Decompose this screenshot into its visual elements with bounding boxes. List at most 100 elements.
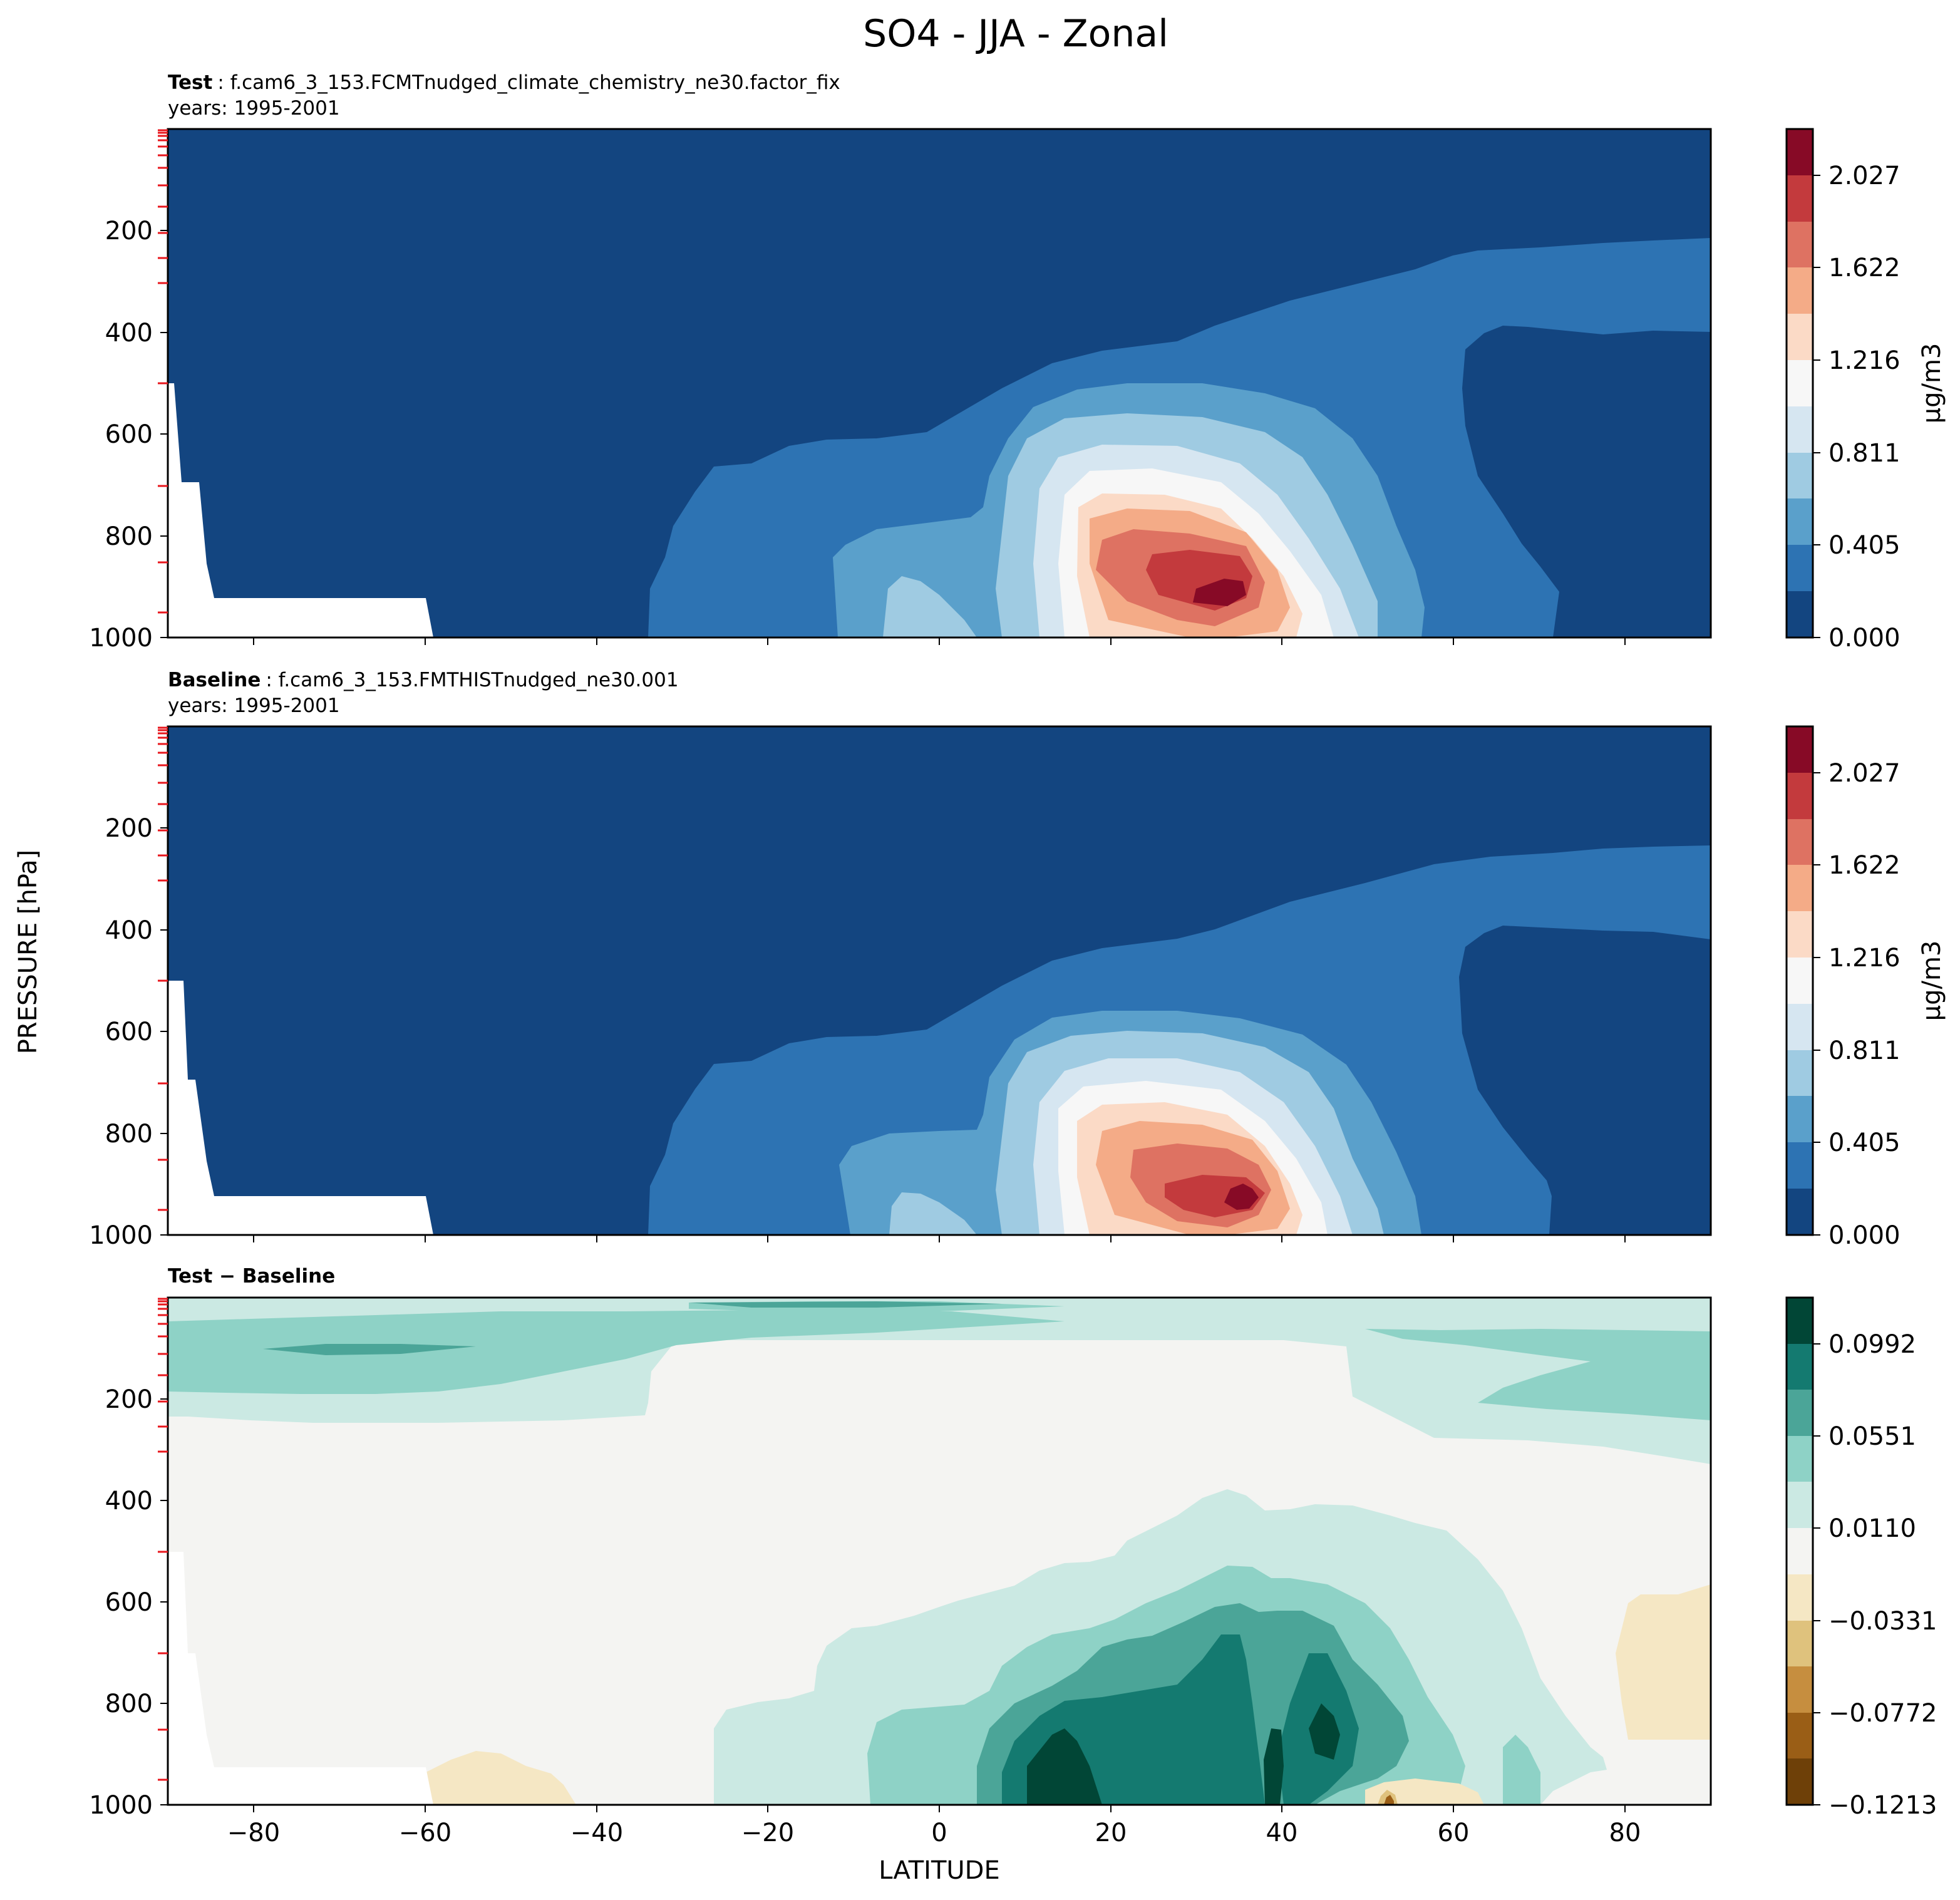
svg-text:0: 0 (931, 1819, 947, 1847)
svg-text:0.811: 0.811 (1828, 1036, 1901, 1065)
y-axis-label: PRESSURE [hPa] (14, 850, 43, 1054)
diff-xtick-40: 40 (1266, 1805, 1298, 1847)
panel-diff: Test − Baseline 200 400 600 800 1000 (89, 1265, 1937, 1847)
svg-text:−0.0331: −0.0331 (1828, 1607, 1937, 1636)
svg-text:0.000: 0.000 (1828, 624, 1901, 653)
svg-text:0.405: 0.405 (1828, 1128, 1901, 1157)
diff-xtick-0: 0 (931, 1805, 947, 1847)
svg-text:60: 60 (1438, 1819, 1470, 1847)
baseline-contours (168, 726, 1711, 1235)
svg-text:2.027: 2.027 (1828, 759, 1901, 788)
test-colorbar-label: μg/m3 (1917, 343, 1946, 424)
svg-text:−0.1213: −0.1213 (1828, 1791, 1937, 1820)
test-ytick-1000: 1000 (89, 624, 168, 653)
panel-baseline: Baseline : f.cam6_3_153.FMTHISTnudged_ne3… (89, 669, 1946, 1250)
svg-text:−40: −40 (570, 1819, 623, 1847)
diff-cbar-tick-2: −0.0331 (1813, 1607, 1937, 1636)
baseline-years: years: 1995-2001 (168, 694, 340, 717)
svg-text:400: 400 (105, 916, 153, 945)
svg-text:200: 200 (105, 217, 153, 245)
diff-level-marks (158, 1298, 168, 1781)
svg-text:1.216: 1.216 (1828, 346, 1901, 375)
baseline-colorbar-label: μg/m3 (1917, 941, 1946, 1021)
test-ytick-200: 200 (105, 217, 168, 245)
diff-cbar-tick-3: 0.0110 (1813, 1514, 1916, 1543)
test-level-10 (1193, 579, 1246, 606)
baseline-cbar-tick-2: 0.811 (1813, 1036, 1901, 1065)
diff-top-level-2 (168, 1301, 1711, 1420)
baseline-cbar-tick-1: 0.405 (1813, 1128, 1901, 1157)
baseline-cbar-tick-4: 1.622 (1813, 851, 1901, 880)
diff-cbar-tick-4: 0.0551 (1813, 1422, 1916, 1451)
baseline-label-bold: Baseline (168, 669, 260, 691)
diff-top-level-3 (263, 1301, 1002, 1355)
diff-neg-level-1 (413, 1584, 1711, 1805)
svg-text:−60: −60 (399, 1819, 451, 1847)
test-cbar-tick-2: 0.811 (1813, 439, 1901, 468)
diff-xtick-m80: −80 (227, 1805, 280, 1847)
svg-text:0.0551: 0.0551 (1828, 1422, 1916, 1451)
diff-contours (168, 1298, 1711, 1805)
diff-xtick-m20: −20 (741, 1805, 794, 1847)
svg-text:0.000: 0.000 (1828, 1221, 1901, 1250)
svg-text:400: 400 (105, 1487, 153, 1515)
test-x-ticks (253, 638, 1626, 645)
diff-xtick-80: 80 (1609, 1805, 1641, 1847)
diff-colorbar: −0.1213 −0.0772 −0.0331 0.0110 0.0551 0.… (1785, 1296, 1937, 1820)
diff-low-level-4 (1002, 1634, 1359, 1805)
test-years: years: 1995-2001 (168, 97, 340, 120)
diff-y-axis: 200 400 600 800 1000 (89, 1298, 168, 1820)
diff-label: Test − Baseline (168, 1265, 335, 1288)
test-label: Test: f.cam6_3_153.FCMTnudged_climate_ch… (168, 71, 840, 94)
diff-ytick-400: 400 (105, 1487, 168, 1515)
baseline-ytick-200: 200 (105, 814, 168, 843)
svg-text:0.405: 0.405 (1828, 531, 1901, 560)
svg-text:800: 800 (105, 522, 153, 551)
test-cbar-tick-0: 0.000 (1813, 624, 1901, 653)
svg-text:−20: −20 (741, 1819, 794, 1847)
svg-text:−0.0772: −0.0772 (1828, 1699, 1937, 1728)
diff-low-level-5 (1027, 1703, 1340, 1805)
diff-x-axis: −80 −60 −40 −20 0 20 40 60 80 (227, 1805, 1641, 1847)
test-cbar-tick-4: 1.622 (1813, 254, 1901, 282)
baseline-x-ticks (253, 1235, 1626, 1242)
svg-text:800: 800 (105, 1120, 153, 1149)
baseline-level-10 (1224, 1184, 1259, 1210)
svg-text:1000: 1000 (89, 624, 153, 653)
svg-text:1.216: 1.216 (1828, 944, 1901, 973)
test-label-bold: Test (168, 71, 213, 94)
diff-cbar-tick-5: 0.0992 (1813, 1330, 1916, 1359)
diff-ytick-600: 600 (105, 1588, 168, 1617)
diff-xtick-m60: −60 (399, 1805, 451, 1847)
svg-text:400: 400 (105, 319, 153, 348)
diff-xtick-60: 60 (1438, 1805, 1470, 1847)
svg-text:0.811: 0.811 (1828, 439, 1901, 468)
svg-text:0.0110: 0.0110 (1828, 1514, 1916, 1543)
svg-text:1000: 1000 (89, 1791, 153, 1820)
test-level-marks (158, 129, 168, 614)
diff-cbar-tick-0: −0.1213 (1813, 1791, 1937, 1820)
svg-text:600: 600 (105, 420, 153, 449)
baseline-ytick-800: 800 (105, 1120, 168, 1149)
test-ytick-600: 600 (105, 420, 168, 449)
svg-text:0.0992: 0.0992 (1828, 1330, 1916, 1359)
test-colorbar: 0.000 0.405 0.811 1.216 1.622 2.027 μg/m… (1785, 128, 1946, 653)
svg-text:200: 200 (105, 1385, 153, 1414)
svg-text:40: 40 (1266, 1819, 1298, 1847)
svg-text:200: 200 (105, 814, 153, 843)
baseline-label-rest: : f.cam6_3_153.FMTHISTnudged_ne30.001 (266, 669, 678, 691)
svg-text:1.622: 1.622 (1828, 254, 1901, 282)
diff-xtick-20: 20 (1095, 1805, 1127, 1847)
svg-text:20: 20 (1095, 1819, 1127, 1847)
test-label-rest: : f.cam6_3_153.FCMTnudged_climate_chemis… (217, 71, 840, 94)
baseline-cbar-tick-3: 1.216 (1813, 944, 1901, 973)
baseline-missing (168, 981, 433, 1235)
baseline-cbar-tick-0: 0.000 (1813, 1221, 1901, 1250)
baseline-ytick-1000: 1000 (89, 1221, 168, 1250)
diff-ytick-800: 800 (105, 1690, 168, 1718)
svg-text:800: 800 (105, 1690, 153, 1718)
svg-text:2.027: 2.027 (1828, 162, 1901, 190)
baseline-ytick-600: 600 (105, 1018, 168, 1046)
test-y-axis: 200 400 600 800 1000 (89, 129, 168, 653)
svg-text:600: 600 (105, 1588, 153, 1617)
